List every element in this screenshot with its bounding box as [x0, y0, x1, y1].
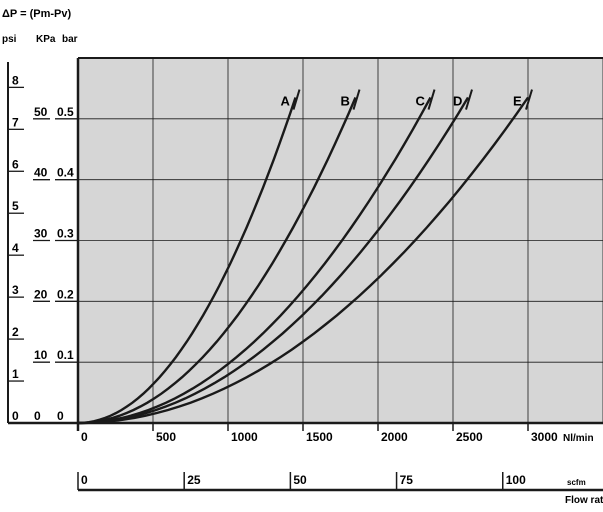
- grid-lines: [78, 57, 603, 423]
- series-label-e: E: [513, 94, 522, 109]
- scfm-tick-label: 100: [506, 473, 526, 487]
- kpa-tick-label: 40: [34, 166, 48, 180]
- series-line-b: [77, 97, 357, 425]
- bar-tick-label: 0.4: [57, 166, 74, 180]
- kpa-tick-label: 30: [34, 227, 48, 241]
- y-unit-psi: psi: [2, 34, 17, 45]
- psi-tick-label: 0: [12, 409, 19, 423]
- series-end-stroke: [465, 89, 473, 110]
- psi-tick-label: 5: [12, 199, 19, 213]
- scfm-tick-label: 0: [81, 473, 88, 487]
- bar-tick-label: 0.3: [57, 227, 74, 241]
- kpa-tick-label: 50: [34, 105, 48, 119]
- series-end-stroke: [352, 89, 361, 110]
- scfm-tick-label: 50: [293, 473, 307, 487]
- psi-tick-label: 2: [12, 325, 19, 339]
- psi-tick-label: 8: [12, 73, 19, 87]
- x-axis-title: Flow rate: [565, 495, 603, 506]
- series-line-d: [77, 96, 470, 425]
- x-tick-label: 3000: [531, 430, 558, 444]
- series-curves: A B C D E: [77, 89, 533, 425]
- axes: [7, 57, 603, 492]
- bar-tick-label: 0.1: [57, 348, 74, 362]
- y-unit-bar: bar: [62, 34, 78, 45]
- series-label-c: C: [416, 94, 426, 109]
- x-tick-label: 2500: [456, 430, 483, 444]
- psi-tick-label: 6: [12, 157, 19, 171]
- kpa-tick-label: 10: [34, 348, 48, 362]
- bar-tick-label: 0: [57, 409, 64, 423]
- bar-tick-label: 0.5: [57, 105, 74, 119]
- series-end-stroke: [525, 89, 533, 110]
- x-tick-label: 2000: [381, 430, 408, 444]
- y-tick-labels: 0 1 2 3 4 5 6 7 8 0 10 20 30 40 50 0 0.1 0.2 0.3 0.4 0.5: [8, 73, 78, 424]
- x-tick-label: 1500: [306, 430, 333, 444]
- series-line-c: [77, 96, 432, 425]
- series-label-a: A: [281, 94, 291, 109]
- psi-tick-label: 1: [12, 367, 19, 381]
- x-tick-labels: 0500100015002000250030000255075100125: [77, 423, 558, 490]
- x-tick-label: 500: [156, 430, 176, 444]
- psi-tick-label: 3: [12, 283, 19, 297]
- series-end-stroke: [427, 89, 436, 110]
- kpa-tick-label: 20: [34, 287, 48, 301]
- series-end-stroke: [292, 89, 301, 110]
- psi-tick-label: 7: [12, 115, 19, 129]
- psi-tick-label: 4: [12, 241, 19, 255]
- series-line-a: [77, 97, 297, 425]
- chart-title: ΔP = (Pm-Pv): [2, 8, 71, 20]
- bar-tick-label: 0.2: [57, 287, 74, 301]
- series-line-e: [77, 96, 529, 425]
- scfm-tick-label: 25: [187, 473, 201, 487]
- series-label-d: D: [453, 94, 462, 109]
- scfm-unit-label: scfm: [567, 478, 586, 487]
- y-unit-kpa: KPa: [36, 34, 56, 45]
- x-unit-label: Nl/min: [563, 433, 594, 444]
- x-tick-label: 1000: [231, 430, 258, 444]
- scfm-tick-label: 75: [400, 473, 414, 487]
- series-label-b: B: [341, 94, 350, 109]
- x-tick-label: 0: [81, 430, 88, 444]
- kpa-tick-label: 0: [34, 409, 41, 423]
